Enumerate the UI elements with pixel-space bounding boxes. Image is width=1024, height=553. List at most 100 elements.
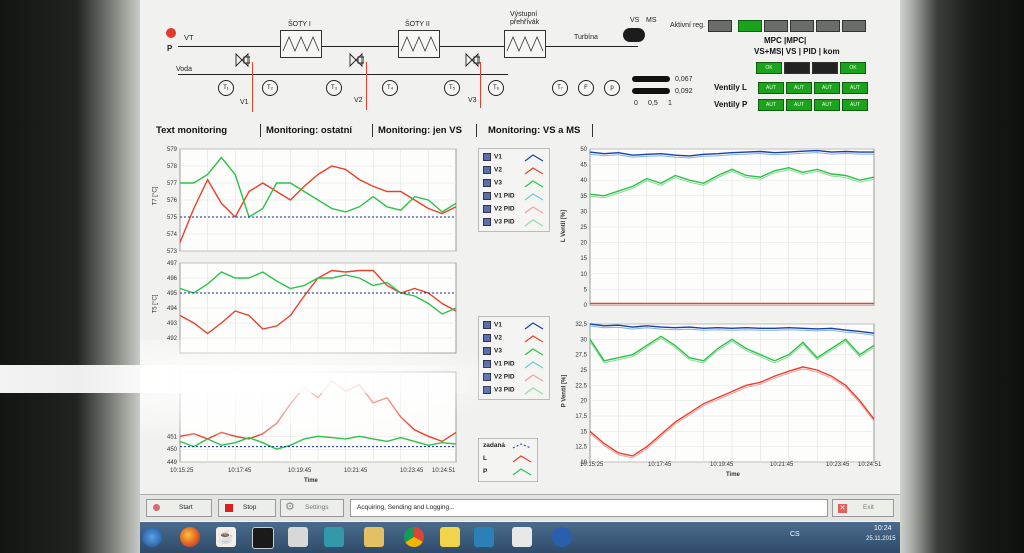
application-window: VT P Voda ŠOTY I ŠOTY II Výstupní přehří… (140, 0, 900, 522)
vs-ms-toggle-knob[interactable] (623, 28, 645, 42)
monitor-bezel-left (0, 0, 140, 553)
ventily-p-aut-4[interactable]: AUT (842, 99, 868, 111)
exit-button[interactable]: ✕ Exit (832, 499, 894, 517)
status-text: Acquiring, Sending and Logging... (357, 504, 455, 511)
teamviewer-icon[interactable] (552, 527, 572, 547)
chart-p-ventil: P Ventil [%] 32,5 30 27,5 25 22,5 20 17,5 15 12,… (560, 318, 880, 466)
y-tick-label: 27,5 (575, 353, 587, 359)
status-text-field: Acquiring, Sending and Logging... (350, 499, 828, 517)
legend-bottom-swatches (512, 443, 532, 476)
labview-icon[interactable] (440, 527, 460, 547)
level-bar-1-value: 0,067 (675, 76, 693, 83)
scale-tick-05: 0,5 (648, 100, 658, 107)
series-line-v1 (179, 165, 457, 243)
mode-ok-button-2[interactable]: OK (840, 62, 866, 74)
bottom-action-bar: Start Stop ⚙ Settings Acquiring, Sending… (140, 494, 900, 521)
legend-bottom-item-zadana: zadaná (483, 442, 506, 449)
ventily-l-label: Ventily L (714, 83, 747, 92)
ventily-p-aut-2[interactable]: AUT (786, 99, 812, 111)
floppy-disk-icon[interactable] (324, 527, 344, 547)
aktivni-reg-label: Aktivní reg. (670, 22, 706, 29)
legend-mid-item-v2-pid[interactable]: V2 PID (483, 373, 515, 381)
sensor-t7: T₇ (552, 80, 568, 96)
level-bar-2-value: 0,092 (675, 88, 693, 95)
sensor-t5: T₅ (444, 80, 460, 96)
legend-mid-item-v2[interactable]: V2 (483, 334, 502, 342)
legend-mid-item-v3-pid[interactable]: V3 PID (483, 386, 515, 394)
legend-top-item-v3[interactable]: V3 (483, 179, 502, 187)
tray-language[interactable]: CS (790, 531, 800, 538)
legend-top-item-v2-pid[interactable]: V2 PID (483, 205, 515, 213)
status-led-green (738, 20, 762, 32)
tab-text-monitoring[interactable]: Text monitoring (156, 125, 228, 136)
turbina-label: Turbína (574, 34, 598, 41)
chart-p-ventil-svg: 32,5 30 27,5 25 22,5 20 17,5 15 12,5 10 (575, 322, 875, 466)
legend-top-item-v2[interactable]: V2 (483, 166, 502, 174)
series-line-v1 (589, 323, 875, 334)
y-tick-label: 25 (580, 225, 587, 231)
ventily-p-aut-3[interactable]: AUT (814, 99, 840, 111)
tab-separator (260, 124, 261, 137)
y-tick-label: 20 (580, 399, 587, 405)
tab-monitoring-vs-a-ms[interactable]: Monitoring: VS a MS (488, 125, 581, 136)
ventily-l-aut-1[interactable]: AUT (758, 82, 784, 94)
chrome-icon[interactable] (404, 527, 424, 547)
network-app-icon[interactable] (512, 527, 532, 547)
ventily-l-aut-2[interactable]: AUT (786, 82, 812, 94)
water-pipe (178, 74, 508, 75)
y-tick-label: 0 (584, 303, 588, 309)
y-tick-label: 10 (580, 272, 587, 278)
mode-header-line1: MPC |MPC| (764, 36, 807, 45)
y-tick-label: 579 (167, 147, 178, 153)
start-button[interactable]: Start (146, 499, 212, 517)
series-line-pid (589, 368, 875, 459)
windows-start-orb-icon[interactable] (142, 527, 162, 547)
stop-button[interactable]: Stop (218, 499, 276, 517)
valve-v1-signal-line (252, 62, 253, 112)
right-x-tick: 10:17:45 (648, 462, 672, 468)
sensor-t1: T₁ (218, 80, 234, 96)
tab-monitoring-jen-vs[interactable]: Monitoring: jen VS (378, 125, 462, 136)
ventily-l-aut-4[interactable]: AUT (842, 82, 868, 94)
y-tick-label: 10 (580, 460, 587, 466)
ventily-p-label: Ventily P (714, 100, 748, 109)
series-line-pid (589, 325, 875, 336)
legend-top-item-v1-pid[interactable]: V1 PID (483, 192, 515, 200)
y-tick-label: 30 (580, 337, 587, 343)
legend-mid-item-v1[interactable]: V1 (483, 321, 502, 329)
valve-v2-signal-line (366, 62, 367, 110)
legend-top-item-v3-pid[interactable]: V3 PID (483, 218, 515, 226)
valve-v2-label: V2 (354, 97, 363, 104)
chart-t3: 451 450 449 (152, 366, 460, 466)
right-x-tick: 10:21:45 (770, 462, 794, 468)
soty1-label: ŠOTY I (288, 21, 311, 28)
scale-tick-0: 0 (634, 100, 638, 107)
ventily-p-aut-1[interactable]: AUT (758, 99, 784, 111)
vt-label: VT (184, 33, 194, 42)
firefox-icon[interactable] (180, 527, 200, 547)
legend-mid-item-v3[interactable]: V3 (483, 347, 502, 355)
y-tick-label: 493 (167, 321, 178, 327)
left-x-tick: 10:21:45 (344, 468, 368, 474)
tools-app-icon[interactable] (288, 527, 308, 547)
chart-t7-svg: 579 578 577 576 575 574 573 (167, 147, 457, 255)
start-icon (153, 504, 160, 511)
legend-top-item-v1[interactable]: V1 (483, 153, 502, 161)
settings-button[interactable]: ⚙ Settings (280, 499, 344, 517)
ventily-l-aut-3[interactable]: AUT (814, 82, 840, 94)
legend-mid-item-v1-pid[interactable]: V1 PID (483, 360, 515, 368)
y-tick-label: 25 (580, 368, 587, 374)
chart-t3-svg: 451 450 449 (167, 371, 457, 466)
y-tick-label: 12,5 (575, 445, 587, 451)
tab-monitoring-ostatni[interactable]: Monitoring: ostatní (266, 125, 353, 136)
series-line-v2 (179, 271, 457, 315)
media-app-icon[interactable] (252, 527, 274, 549)
stop-icon (225, 504, 233, 512)
java-icon[interactable]: ☕ (216, 527, 236, 547)
mode-ok-button-1[interactable]: OK (756, 62, 782, 74)
chart-t7-ylabel: T7 [°C] (152, 186, 159, 206)
folder-icon[interactable] (364, 527, 384, 547)
chart-p-ventil-ylabel: P Ventil [%] (561, 374, 568, 408)
matlab-icon[interactable] (474, 527, 494, 547)
chart-l-ventil: L Ventil [%] 50 45 40 35 30 25 20 15 10 5 0 (560, 143, 880, 311)
